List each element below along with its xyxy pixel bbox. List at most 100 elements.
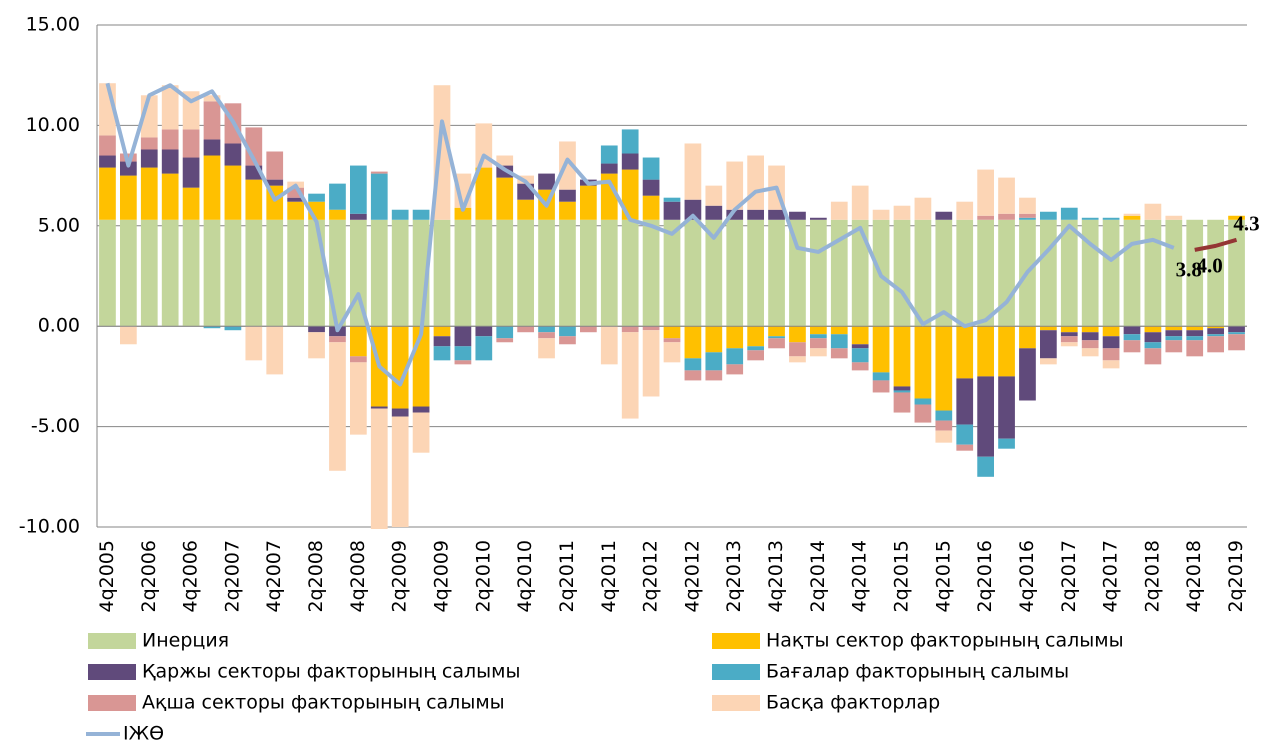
legend-swatch — [88, 633, 136, 649]
x-tick-label: 2q2008 — [305, 540, 327, 613]
bar-segment — [224, 165, 242, 220]
bar-segment — [287, 201, 304, 220]
bar-segment — [1060, 342, 1078, 347]
legend-swatch — [712, 664, 760, 680]
bar-segment — [872, 209, 890, 220]
bar-segment — [1228, 215, 1245, 220]
bar-segment — [893, 392, 911, 413]
legend-swatch — [88, 664, 136, 680]
bar-segment — [559, 326, 576, 337]
bar-segment — [370, 408, 388, 530]
bar-segment — [99, 167, 116, 220]
bar-segment — [914, 197, 932, 220]
bar-segment — [266, 151, 284, 180]
x-tick-label: 2q2018 — [1141, 540, 1163, 613]
bar-segment — [559, 219, 576, 327]
bar-segment — [1207, 328, 1224, 335]
bar-segment — [935, 410, 953, 421]
bar-segment — [538, 219, 555, 327]
bar-segment — [789, 211, 806, 220]
bar-segment — [580, 326, 597, 333]
bar-segment — [621, 219, 639, 327]
bar-segment — [1123, 219, 1141, 327]
x-tick-label: 4q2008 — [347, 540, 369, 613]
bar-segment — [1144, 219, 1162, 327]
bar-segment — [517, 326, 534, 333]
bar-segment — [140, 167, 158, 220]
bar-segment — [517, 219, 534, 327]
bar-segment — [998, 438, 1015, 449]
bar-segment — [1019, 348, 1036, 401]
bar-segment — [705, 219, 723, 327]
bar-segment — [391, 209, 409, 220]
bar-segment — [956, 444, 974, 451]
y-tick-label: 0.00 — [38, 315, 80, 337]
bar-segment — [789, 219, 806, 327]
bar-segment — [642, 179, 660, 196]
bar-segment — [977, 215, 994, 220]
x-tick-label: 2q2011 — [556, 540, 578, 613]
bar-segment — [872, 326, 890, 373]
bar-segment — [538, 173, 555, 190]
bar-segment — [1186, 219, 1204, 327]
bar-segment — [1165, 340, 1183, 353]
bar-segment — [161, 85, 179, 130]
value-label: 3.8 — [1176, 258, 1202, 282]
x-tick-label: 4q2016 — [1016, 540, 1038, 613]
bar-segment — [998, 213, 1015, 220]
bar-segment — [1081, 332, 1099, 341]
bar-segment — [851, 326, 869, 345]
legend-label: Инерция — [142, 630, 229, 652]
bar-segment — [559, 141, 576, 190]
bar-segment — [203, 155, 221, 220]
bar-segment — [789, 326, 806, 343]
bar-segment — [956, 219, 974, 327]
bar-segment — [120, 175, 137, 220]
bar-segment — [935, 420, 953, 431]
bar-segment — [308, 326, 325, 333]
bar-segment — [412, 406, 430, 413]
bar-segment — [1102, 336, 1120, 349]
bar-segment — [621, 326, 639, 333]
bar-segment — [496, 338, 514, 343]
bar-segment — [1102, 217, 1120, 220]
bar-segment — [977, 169, 994, 216]
bar-segment — [914, 219, 932, 327]
bar-segment — [830, 326, 848, 335]
bar-segment — [559, 189, 576, 202]
bar-segment — [245, 326, 263, 361]
bar-segment — [1165, 215, 1183, 220]
bar-segment — [1040, 330, 1057, 359]
bar-segment — [517, 199, 534, 220]
bar-segment — [454, 207, 472, 220]
bar-segment — [1019, 217, 1036, 220]
bar-segment — [642, 326, 660, 331]
x-tick-label: 4q2013 — [765, 540, 787, 613]
bar-segment — [830, 348, 848, 359]
bar-segment — [287, 187, 304, 198]
bar-segment — [726, 348, 744, 365]
x-tick-label: 4q2010 — [514, 540, 536, 613]
bar-segment — [496, 219, 514, 327]
bar-segment — [1019, 197, 1036, 214]
bar-segment — [433, 85, 451, 220]
x-tick-label: 2q2006 — [138, 540, 160, 613]
x-tick-label: 4q2014 — [849, 540, 871, 613]
bar-segment — [684, 199, 702, 220]
bar-segment — [893, 390, 911, 393]
bar-segment — [454, 346, 472, 361]
bar-segment — [370, 219, 388, 327]
bar-segment — [182, 129, 200, 158]
bar-segment — [621, 153, 639, 170]
bar-segment — [684, 219, 702, 327]
legend-label: ІЖӨ — [123, 723, 164, 743]
x-tick-label: 2q2017 — [1058, 540, 1080, 613]
bar-segment — [329, 209, 346, 220]
bar-segment — [1207, 334, 1224, 337]
bar-segment — [161, 219, 179, 327]
bar-segment — [1081, 217, 1099, 220]
bar-segment — [621, 169, 639, 220]
bar-segment — [935, 430, 953, 443]
bar-segment — [914, 326, 932, 399]
bar-segment — [768, 209, 785, 220]
